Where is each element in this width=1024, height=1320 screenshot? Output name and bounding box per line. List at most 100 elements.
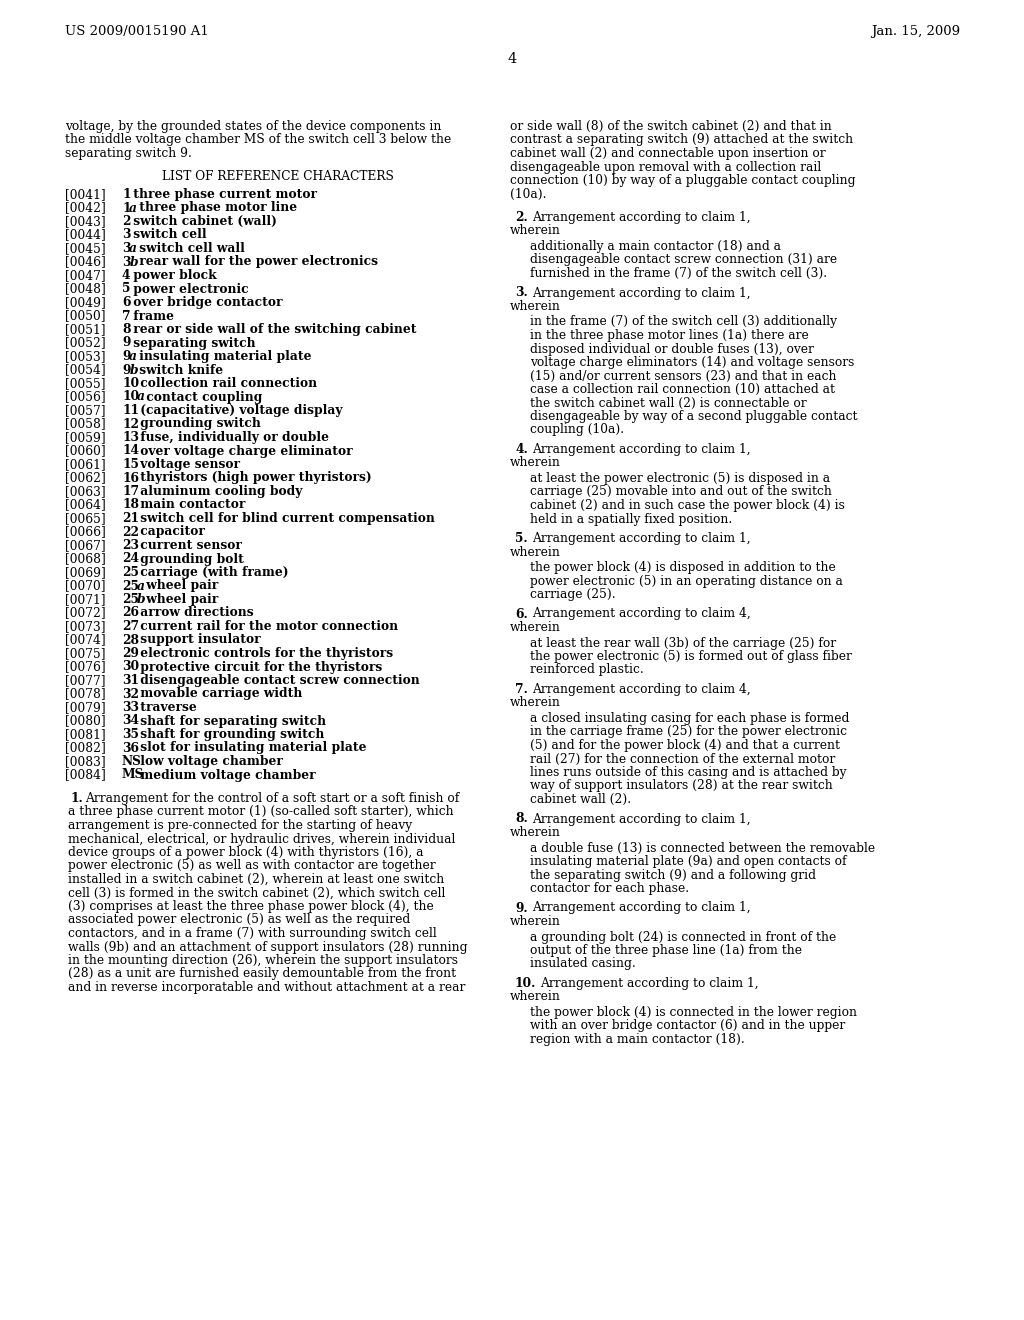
Text: insulated casing.: insulated casing.	[530, 957, 636, 970]
Text: insulating material plate: insulating material plate	[135, 350, 311, 363]
Text: wherein: wherein	[510, 224, 561, 238]
Text: 35: 35	[122, 729, 139, 741]
Text: switch cell wall: switch cell wall	[135, 242, 245, 255]
Text: in the three phase motor lines (1a) there are: in the three phase motor lines (1a) ther…	[530, 329, 809, 342]
Text: voltage, by the grounded states of the device components in: voltage, by the grounded states of the d…	[65, 120, 441, 133]
Text: wherein: wherein	[510, 697, 561, 710]
Text: 21: 21	[122, 512, 139, 525]
Text: [0067]: [0067]	[65, 539, 105, 552]
Text: thyristors (high power thyristors): thyristors (high power thyristors)	[136, 471, 372, 484]
Text: 3.: 3.	[515, 286, 527, 300]
Text: [0061]: [0061]	[65, 458, 105, 471]
Text: [0054]: [0054]	[65, 363, 105, 376]
Text: Arrangement according to claim 1,: Arrangement according to claim 1,	[532, 211, 752, 224]
Text: 12: 12	[122, 417, 139, 430]
Text: [0056]: [0056]	[65, 391, 105, 404]
Text: [0069]: [0069]	[65, 566, 105, 579]
Text: a closed insulating casing for each phase is formed: a closed insulating casing for each phas…	[530, 711, 849, 725]
Text: 9: 9	[122, 350, 130, 363]
Text: 15: 15	[122, 458, 139, 471]
Text: separating switch 9.: separating switch 9.	[65, 147, 191, 160]
Text: 14: 14	[122, 445, 139, 458]
Text: [0063]: [0063]	[65, 484, 105, 498]
Text: 3: 3	[122, 228, 130, 242]
Text: 9: 9	[122, 337, 130, 350]
Text: [0050]: [0050]	[65, 309, 105, 322]
Text: shaft for separating switch: shaft for separating switch	[136, 714, 327, 727]
Text: a: a	[129, 350, 137, 363]
Text: contact coupling: contact coupling	[142, 391, 262, 404]
Text: 25: 25	[122, 579, 139, 593]
Text: 9: 9	[122, 363, 130, 376]
Text: LIST OF REFERENCE CHARACTERS: LIST OF REFERENCE CHARACTERS	[162, 170, 393, 183]
Text: 32: 32	[122, 688, 139, 701]
Text: in the frame (7) of the switch cell (3) additionally: in the frame (7) of the switch cell (3) …	[530, 315, 837, 329]
Text: rail (27) for the connection of the external motor: rail (27) for the connection of the exte…	[530, 752, 836, 766]
Text: or side wall (8) of the switch cabinet (2) and that in: or side wall (8) of the switch cabinet (…	[510, 120, 831, 133]
Text: lines runs outside of this casing and is attached by: lines runs outside of this casing and is…	[530, 766, 847, 779]
Text: wherein: wherein	[510, 300, 561, 313]
Text: disengageable by way of a second pluggable contact: disengageable by way of a second pluggab…	[530, 411, 857, 422]
Text: a: a	[129, 242, 137, 255]
Text: [0071]: [0071]	[65, 593, 105, 606]
Text: 10.: 10.	[515, 977, 537, 990]
Text: 26: 26	[122, 606, 139, 619]
Text: Arrangement according to claim 1,: Arrangement according to claim 1,	[532, 444, 752, 455]
Text: switch knife: switch knife	[135, 363, 223, 376]
Text: [0080]: [0080]	[65, 714, 105, 727]
Text: (15) and/or current sensors (23) and that in each: (15) and/or current sensors (23) and tha…	[530, 370, 837, 383]
Text: [0062]: [0062]	[65, 471, 105, 484]
Text: 4.: 4.	[515, 444, 527, 455]
Text: 1: 1	[122, 187, 130, 201]
Text: contactors, and in a frame (7) with surrounding switch cell: contactors, and in a frame (7) with surr…	[68, 927, 437, 940]
Text: 10: 10	[122, 391, 139, 404]
Text: the separating switch (9) and a following grid: the separating switch (9) and a followin…	[530, 869, 816, 882]
Text: b: b	[129, 256, 138, 268]
Text: 31: 31	[122, 675, 139, 686]
Text: the power electronic (5) is formed out of glass fiber: the power electronic (5) is formed out o…	[530, 649, 852, 663]
Text: power electronic (5) as well as with contactor are together: power electronic (5) as well as with con…	[68, 859, 435, 873]
Text: power electronic (5) in an operating distance on a: power electronic (5) in an operating dis…	[530, 574, 843, 587]
Text: 8.: 8.	[515, 813, 527, 825]
Text: [0066]: [0066]	[65, 525, 105, 539]
Text: installed in a switch cabinet (2), wherein at least one switch: installed in a switch cabinet (2), where…	[68, 873, 444, 886]
Text: Arrangement for the control of a soft start or a soft finish of: Arrangement for the control of a soft st…	[85, 792, 459, 805]
Text: arrangement is pre-connected for the starting of heavy: arrangement is pre-connected for the sta…	[68, 818, 412, 832]
Text: 1.: 1.	[70, 792, 83, 805]
Text: 34: 34	[122, 714, 139, 727]
Text: (5) and for the power block (4) and that a current: (5) and for the power block (4) and that…	[530, 739, 840, 752]
Text: grounding switch: grounding switch	[136, 417, 261, 430]
Text: connection (10) by way of a pluggable contact coupling: connection (10) by way of a pluggable co…	[510, 174, 855, 187]
Text: [0075]: [0075]	[65, 647, 105, 660]
Text: [0058]: [0058]	[65, 417, 105, 430]
Text: power electronic: power electronic	[129, 282, 249, 296]
Text: [0057]: [0057]	[65, 404, 105, 417]
Text: the power block (4) is connected in the lower region: the power block (4) is connected in the …	[530, 1006, 857, 1019]
Text: Arrangement according to claim 1,: Arrangement according to claim 1,	[532, 286, 752, 300]
Text: [0055]: [0055]	[65, 378, 105, 389]
Text: 3: 3	[122, 256, 130, 268]
Text: disposed individual or double fuses (13), over: disposed individual or double fuses (13)…	[530, 342, 814, 355]
Text: cell (3) is formed in the switch cabinet (2), which switch cell: cell (3) is formed in the switch cabinet…	[68, 887, 445, 899]
Text: Arrangement according to claim 1,: Arrangement according to claim 1,	[532, 813, 752, 825]
Text: wherein: wherein	[510, 826, 561, 840]
Text: over bridge contactor: over bridge contactor	[129, 296, 283, 309]
Text: a grounding bolt (24) is connected in front of the: a grounding bolt (24) is connected in fr…	[530, 931, 837, 944]
Text: 2: 2	[122, 215, 130, 228]
Text: at least the power electronic (5) is disposed in a: at least the power electronic (5) is dis…	[530, 473, 830, 484]
Text: carriage (25) movable into and out of the switch: carriage (25) movable into and out of th…	[530, 486, 831, 499]
Text: 36: 36	[122, 742, 139, 755]
Text: switch cell: switch cell	[129, 228, 207, 242]
Text: the switch cabinet wall (2) is connectable or: the switch cabinet wall (2) is connectab…	[530, 396, 807, 409]
Text: [0053]: [0053]	[65, 350, 105, 363]
Text: rear or side wall of the switching cabinet: rear or side wall of the switching cabin…	[129, 323, 417, 337]
Text: rear wall for the power electronics: rear wall for the power electronics	[135, 256, 378, 268]
Text: b: b	[129, 363, 138, 376]
Text: [0046]: [0046]	[65, 256, 105, 268]
Text: [0078]: [0078]	[65, 688, 105, 701]
Text: 18: 18	[122, 499, 139, 511]
Text: fuse, individually or double: fuse, individually or double	[136, 432, 330, 444]
Text: [0041]: [0041]	[65, 187, 105, 201]
Text: at least the rear wall (3b) of the carriage (25) for: at least the rear wall (3b) of the carri…	[530, 636, 837, 649]
Text: 27: 27	[122, 620, 139, 634]
